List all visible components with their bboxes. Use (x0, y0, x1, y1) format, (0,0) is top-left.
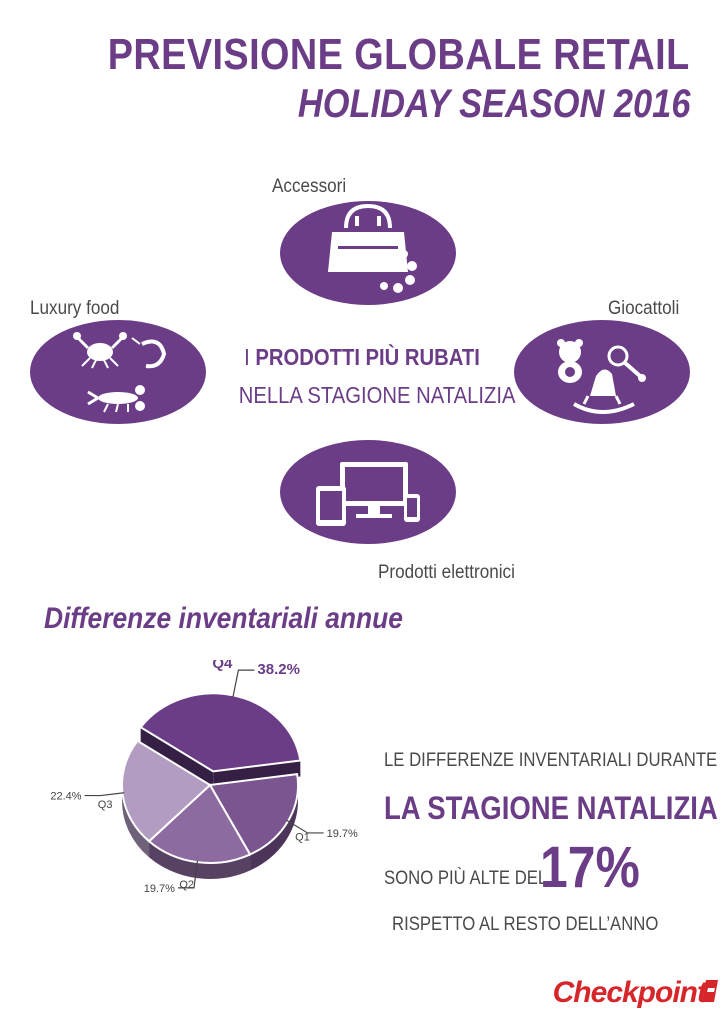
ellipse-accessori (280, 201, 456, 305)
page-subtitle: HOLIDAY SEASON 2016 (297, 82, 690, 126)
pie-chart: 19.7% Q1 19.7% Q2 22.4% Q3 38.2% Q4 (50, 660, 358, 895)
pie-cut-1-q4 (213, 760, 301, 788)
ellipse-luxury-food (30, 320, 206, 424)
logo-mark-icon (702, 980, 718, 1002)
pie-category-label-q4: Q4 (212, 660, 233, 672)
ellipse-giocattoli (514, 320, 690, 424)
statement-line-2: LA STAGIONE NATALIZIA (384, 790, 718, 826)
page-title: PREVISIONE GLOBALE RETAIL (108, 30, 690, 79)
teddy-bear-icon (557, 339, 583, 383)
rocking-horse-icon (573, 369, 635, 414)
pie-category-label-q1: Q1 (295, 832, 310, 844)
center-headline-prefix: I (244, 344, 256, 370)
pie-category-label-q2: Q2 (179, 879, 194, 891)
category-label-luxury-food: Luxury food (30, 298, 120, 319)
pie-value-label-q3: 22.4% (50, 791, 81, 803)
handbag-icon (328, 203, 417, 293)
categories-graphic (30, 201, 690, 544)
pie-value-label-q2: 19.7% (144, 883, 175, 895)
lobster-icon (87, 385, 145, 413)
tablet-monitor-phone-icon (316, 462, 420, 526)
pie-value-label-q4: 38.2% (257, 661, 300, 678)
center-headline-bold: PRODOTTI PIÙ RUBATI (255, 344, 480, 370)
center-headline: I PRODOTTI PIÙ RUBATI (239, 344, 485, 371)
category-label-elettronici: Prodotti elettronici (378, 562, 515, 583)
checkpoint-logo: Checkpoint (552, 976, 707, 1009)
pie-side-q3 (122, 785, 150, 858)
pie-leader-q1 (286, 819, 324, 834)
rattle-icon (607, 345, 646, 382)
pie-leader-q2 (177, 860, 199, 889)
pie-cut-0-q4 (140, 727, 214, 788)
center-subheadline: NELLA STAGIONE NATALIZIA (238, 382, 516, 408)
statement-line-4: RISPETTO AL RESTO DELL’ANNO (392, 914, 659, 935)
ellipse-elettronici (280, 440, 456, 544)
statement-big-value: 17% (540, 835, 640, 900)
pie-leader-q3 (84, 792, 125, 797)
pie-value-label-q1: 19.7% (327, 828, 358, 840)
crab-icon (73, 332, 127, 369)
category-label-giocattoli: Giocattoli (608, 298, 680, 319)
section-title: Differenze inventariali annue (44, 602, 403, 635)
pie-category-label-q3: Q3 (98, 799, 113, 811)
statement-line-3: SONO PIÙ ALTE DEL (384, 868, 548, 889)
statement-line-1: LE DIFFERENZE INVENTARIALI DURANTE (384, 750, 718, 771)
pie-side-q2 (149, 841, 251, 879)
category-label-accessori: Accessori (272, 176, 347, 197)
pie-leader-q4 (232, 669, 255, 698)
shrimp-icon (131, 337, 167, 369)
